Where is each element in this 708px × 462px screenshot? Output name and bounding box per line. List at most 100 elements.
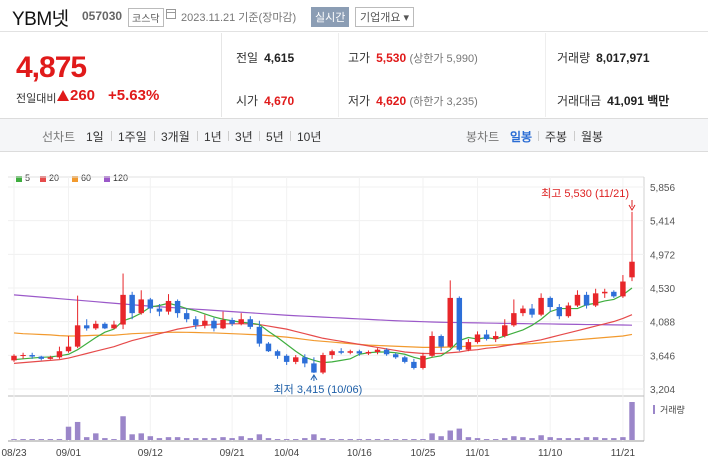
y-tick-label: 4,088 [650, 318, 675, 329]
volume-bar [47, 439, 54, 440]
candle-body [256, 326, 263, 344]
candle-body [465, 342, 472, 350]
stat-label: 시가 [236, 94, 259, 108]
tab-weekly-candle[interactable]: 주봉 [545, 130, 568, 144]
base-date: 2023.11.21 기준(장마감) [181, 12, 297, 24]
volume-bar [529, 438, 535, 440]
up-arrow-icon [57, 90, 69, 101]
volume-bar [383, 439, 390, 440]
volume-bar [338, 439, 344, 440]
tab-1week[interactable]: 1주일 [118, 130, 147, 144]
line-chart-title: 선차트 [42, 130, 76, 144]
candle-body [429, 335, 435, 356]
volume-bar [329, 439, 335, 440]
candle-body [229, 319, 235, 324]
volume-bar [538, 435, 544, 440]
y-tick-label: 5,856 [650, 183, 675, 194]
volume-bar [556, 438, 563, 440]
candle-body [265, 343, 272, 352]
change-percent: +5.63% [108, 87, 160, 104]
stat-value: 4,670 [264, 94, 295, 108]
tab-separator [228, 131, 229, 141]
stat-value: 4,615 [264, 51, 295, 65]
volume-bar [138, 433, 144, 440]
candle-body [629, 261, 635, 278]
candle-body [356, 351, 363, 354]
y-tick-label: 3,204 [650, 385, 675, 396]
candle-body [392, 354, 399, 358]
tab-3year[interactable]: 3년 [235, 130, 253, 144]
stat-label: 저가 [348, 94, 371, 108]
volume-bar [83, 437, 90, 440]
candle-body [347, 351, 353, 353]
candle-body [238, 319, 244, 324]
low-arrow-head [310, 373, 318, 381]
stat-label: 고가 [348, 51, 371, 65]
tab-daily-candle[interactable]: 일봉 [510, 130, 533, 144]
volume-bar [265, 438, 272, 440]
candle-body [165, 300, 172, 312]
volume-bar [447, 430, 453, 440]
change-value: 260 [70, 87, 96, 104]
volume-bar [438, 436, 444, 440]
change-label: 전일대비 [16, 93, 57, 105]
volume-bar [574, 438, 581, 440]
stock-name: YBM넷 [12, 9, 69, 30]
candle-body [611, 291, 617, 297]
volume-bar [102, 438, 108, 440]
legend-label: 120 [113, 173, 129, 183]
tab-10year[interactable]: 10년 [297, 130, 322, 144]
volume-bar [356, 439, 363, 440]
tab-separator [259, 131, 260, 141]
x-tick-label: 09/12 [138, 448, 163, 459]
y-tick-label: 5,414 [650, 217, 675, 228]
candle-body [83, 325, 90, 329]
candle-body [511, 313, 517, 326]
candle-body [102, 323, 108, 329]
legend-swatch [16, 175, 22, 182]
candle-body [202, 320, 208, 326]
volume-legend-mark [653, 405, 655, 414]
candle-body [529, 308, 535, 315]
company-overview-dropdown[interactable]: 기업개요 ▾ [355, 7, 415, 27]
candle-body [474, 334, 481, 343]
market-badge: 코스닥 [128, 8, 164, 27]
volume-bar [183, 438, 190, 440]
candle-chart-title: 봉차트 [466, 130, 500, 144]
candle-body [174, 300, 181, 314]
candle-body [65, 346, 72, 352]
legend-swatch [72, 175, 78, 182]
x-tick-label: 11/21 [611, 448, 636, 459]
candle-body [538, 297, 544, 315]
volume-bar [374, 439, 381, 440]
volume-bar [11, 439, 17, 440]
tab-3month[interactable]: 3개월 [161, 130, 190, 144]
stats-divider [545, 33, 546, 117]
ma120-line [13, 294, 633, 326]
stat-prev-close: 전일 4,615 [236, 49, 294, 66]
volume-bar [20, 439, 26, 440]
candle-body [311, 363, 317, 373]
tab-1day[interactable]: 1일 [86, 130, 104, 144]
candle-body [93, 323, 99, 329]
candle-body [274, 351, 281, 356]
volume-bar [129, 434, 135, 440]
realtime-button[interactable]: 실시간 [311, 7, 350, 27]
tab-1year[interactable]: 1년 [204, 130, 222, 144]
candle-body [38, 356, 44, 359]
legend-ma120: 120 [104, 173, 128, 183]
volume-bar [629, 402, 635, 440]
stat-value: 5,530 [376, 51, 407, 65]
volume-bar [411, 439, 417, 440]
tab-separator [111, 131, 112, 141]
x-tick-label: 10/25 [410, 448, 435, 459]
tab-5year[interactable]: 5년 [266, 130, 284, 144]
volume-bar [56, 439, 63, 440]
candle-body [602, 291, 608, 294]
stat-value: 8,017,971 [596, 51, 650, 65]
stats-divider [338, 33, 339, 117]
tab-monthly-candle[interactable]: 월봉 [581, 130, 604, 144]
candle-body [483, 334, 490, 340]
volume-bar [611, 438, 617, 440]
